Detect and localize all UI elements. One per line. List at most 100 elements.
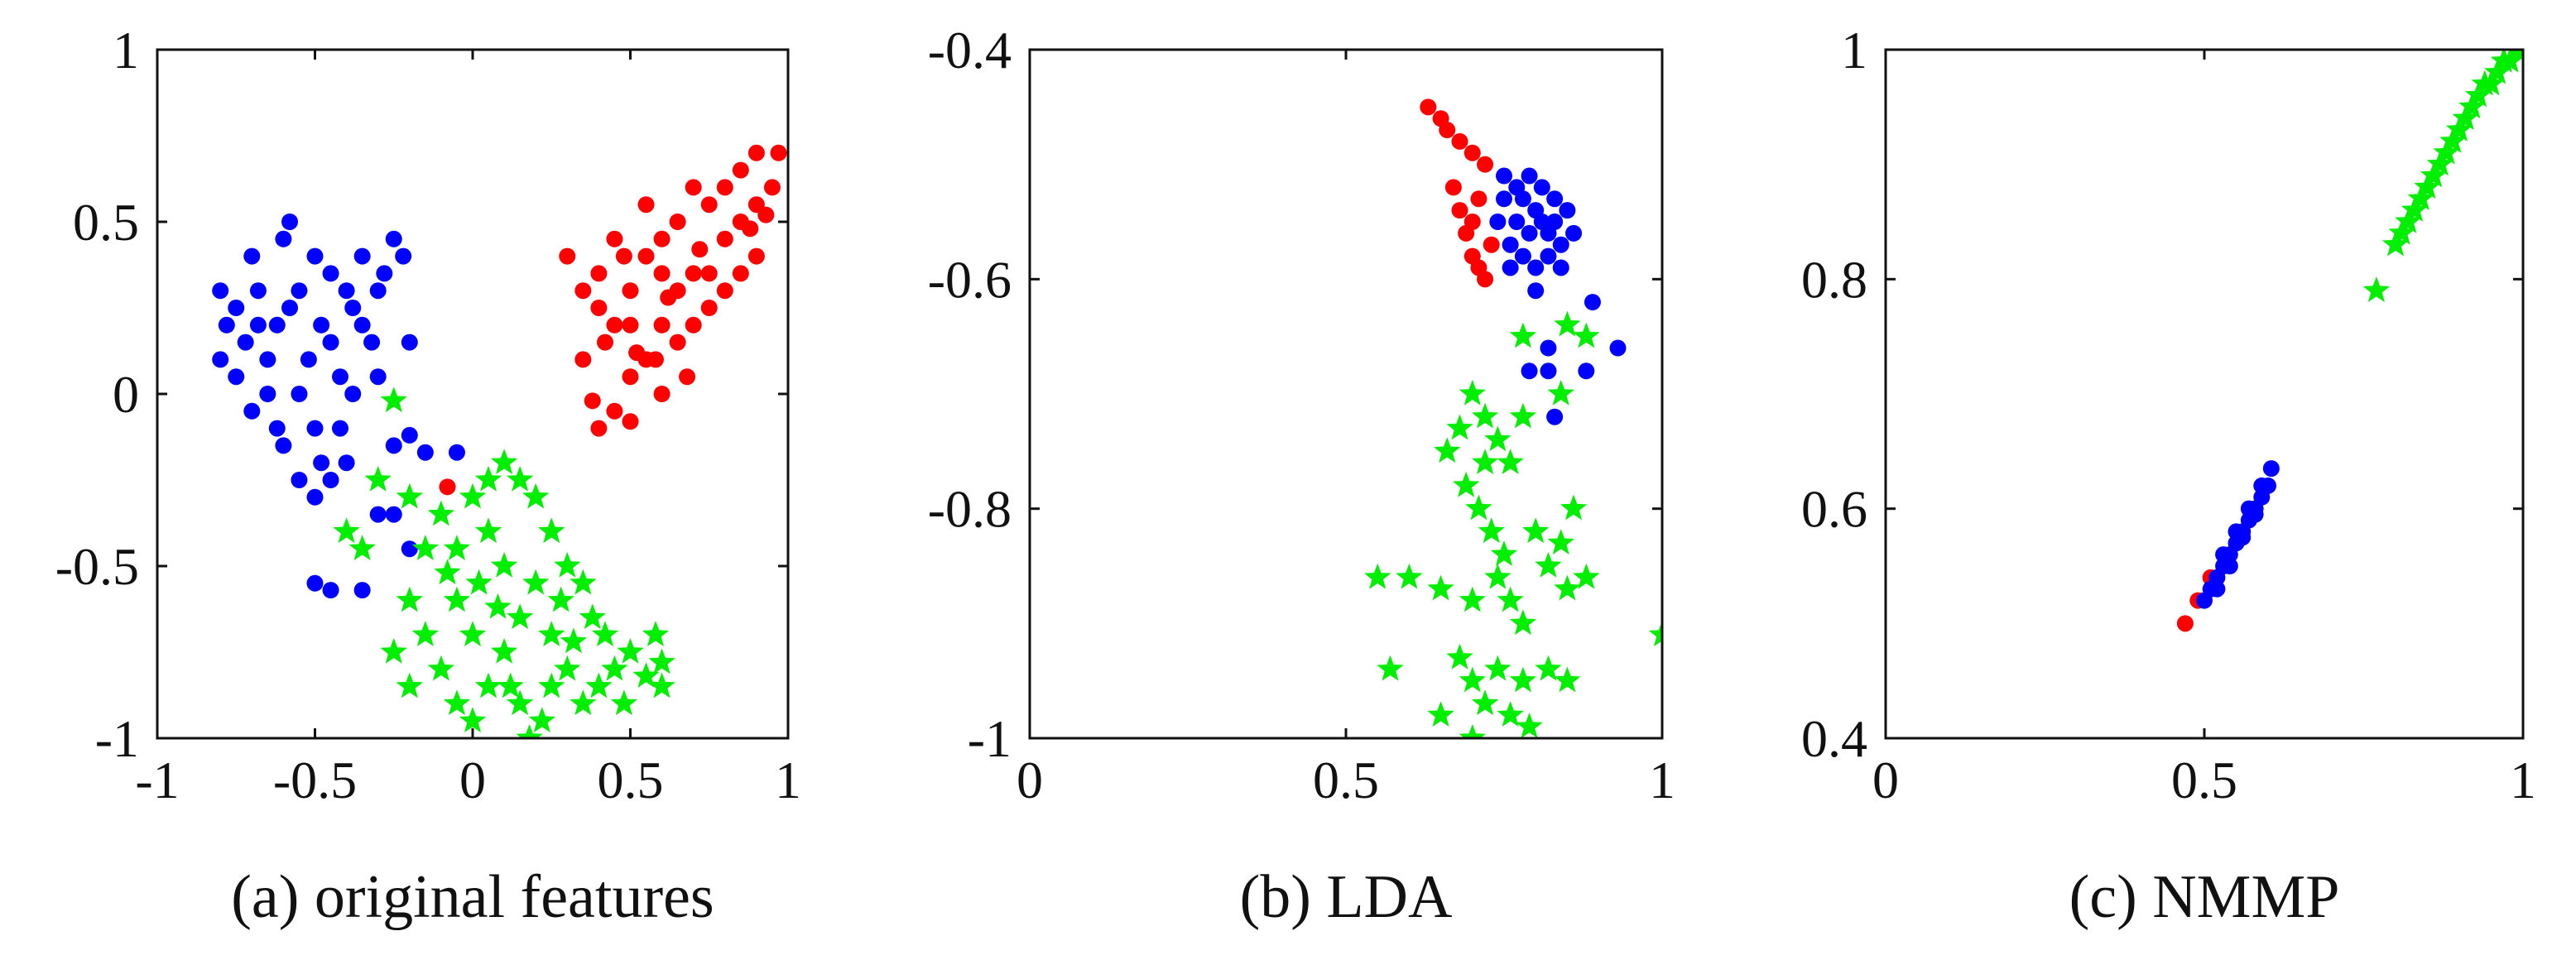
data-point-star bbox=[333, 517, 360, 544]
data-point-dot bbox=[691, 241, 709, 258]
data-point-star bbox=[1509, 322, 1537, 348]
series-0 bbox=[439, 144, 787, 496]
data-point-star bbox=[554, 655, 581, 681]
data-point-dot bbox=[259, 351, 276, 368]
data-point-star bbox=[490, 638, 518, 664]
data-point-star bbox=[2407, 185, 2434, 211]
data-point-dot bbox=[1496, 167, 1512, 185]
data-point-dot bbox=[275, 230, 292, 247]
data-point-dot bbox=[2253, 477, 2271, 494]
data-point-star bbox=[2433, 138, 2460, 165]
series-2 bbox=[333, 386, 675, 738]
x-tick-label: 0 bbox=[1872, 751, 1899, 809]
data-point-dot bbox=[646, 351, 664, 368]
data-point-dot bbox=[281, 300, 299, 316]
data-point-dot bbox=[268, 420, 286, 437]
data-point-star bbox=[1547, 529, 1574, 555]
data-point-dot bbox=[1565, 224, 1583, 242]
data-point-star bbox=[1497, 701, 1524, 727]
data-point-star bbox=[1364, 563, 1391, 589]
data-point-dot bbox=[228, 368, 245, 386]
y-tick-label: 0.4 bbox=[1801, 709, 1867, 768]
data-point-star bbox=[2381, 230, 2410, 257]
y-tick-label: -0.6 bbox=[928, 250, 1012, 309]
data-point-dot bbox=[700, 196, 718, 214]
data-point-star bbox=[1509, 402, 1537, 429]
panel-caption: (b) LDA bbox=[1240, 863, 1453, 931]
data-point-star bbox=[1427, 701, 1454, 727]
data-point-dot bbox=[1477, 156, 1494, 173]
data-point-dot bbox=[1514, 190, 1531, 208]
data-point-dot bbox=[653, 386, 670, 402]
data-point-star bbox=[547, 586, 574, 612]
data-point-star bbox=[443, 689, 471, 716]
data-point-dot bbox=[1508, 214, 1526, 230]
data-point-dot bbox=[1540, 339, 1557, 357]
data-point-star bbox=[2414, 173, 2441, 199]
data-point-dot bbox=[1502, 259, 1519, 276]
data-point-dot bbox=[590, 265, 608, 282]
data-point-star bbox=[554, 552, 581, 578]
data-point-dot bbox=[1527, 259, 1545, 276]
data-point-dot bbox=[1477, 271, 1494, 288]
data-point-dot bbox=[353, 247, 371, 265]
data-point-dot bbox=[1463, 144, 1481, 161]
data-point-dot bbox=[1552, 236, 1569, 253]
data-point-dot bbox=[313, 316, 330, 334]
data-point-dot bbox=[344, 386, 362, 402]
data-point-star bbox=[538, 672, 565, 698]
y-tick-label: 1 bbox=[113, 21, 139, 79]
data-point-star bbox=[648, 648, 675, 674]
data-point-dot bbox=[2228, 523, 2245, 540]
data-point-dot bbox=[369, 506, 387, 523]
data-point-dot bbox=[653, 230, 670, 247]
data-point-dot bbox=[243, 247, 261, 265]
data-point-dot bbox=[331, 420, 348, 437]
data-point-dot bbox=[1420, 98, 1437, 116]
data-point-dot bbox=[770, 144, 787, 161]
data-point-star bbox=[465, 569, 493, 595]
data-point-star bbox=[2458, 93, 2486, 119]
data-point-star bbox=[1446, 414, 1473, 440]
data-point-star bbox=[538, 621, 565, 646]
data-point-dot bbox=[1533, 179, 1550, 196]
data-point-star bbox=[1497, 586, 1524, 612]
data-point-dot bbox=[1470, 190, 1487, 208]
data-point-star bbox=[484, 593, 512, 619]
data-point-star bbox=[1509, 609, 1537, 636]
data-point-dot bbox=[1489, 214, 1507, 230]
data-point-star bbox=[506, 466, 534, 492]
data-point-dot bbox=[237, 334, 254, 351]
data-point-star bbox=[1522, 517, 1550, 544]
data-point-dot bbox=[1552, 259, 1569, 276]
data-point-star bbox=[1560, 494, 1588, 521]
data-point-dot bbox=[338, 454, 355, 472]
data-point-dot bbox=[212, 351, 229, 368]
data-point-star bbox=[2452, 104, 2479, 130]
data-point-dot bbox=[281, 214, 299, 230]
data-point-star bbox=[1535, 552, 1562, 578]
data-point-dot bbox=[322, 472, 339, 488]
series-1 bbox=[2196, 460, 2280, 609]
data-point-star bbox=[2395, 208, 2422, 233]
y-tick-label: -1 bbox=[968, 709, 1012, 768]
data-point-star bbox=[490, 449, 518, 474]
data-point-dot bbox=[1527, 202, 1545, 219]
data-point-dot bbox=[313, 454, 330, 472]
data-point-star bbox=[601, 655, 628, 681]
data-point-dot bbox=[369, 368, 387, 386]
data-point-dot bbox=[249, 316, 267, 334]
data-point-dot bbox=[597, 334, 614, 351]
data-point-dot bbox=[331, 368, 348, 386]
data-point-dot bbox=[559, 247, 576, 265]
data-point-star bbox=[2401, 196, 2429, 222]
data-point-dot bbox=[1444, 179, 1462, 196]
data-point-star bbox=[1465, 494, 1492, 521]
axes-frame bbox=[1884, 48, 2525, 740]
panel-lda: 0 0.5 1 -1 -0.8 -0.6 -0.4 (b) LDA bbox=[928, 21, 1675, 931]
data-point-dot bbox=[344, 300, 362, 316]
data-point-star bbox=[1459, 724, 1486, 738]
y-tick-label: 0.5 bbox=[73, 193, 139, 252]
data-point-star bbox=[2439, 127, 2467, 153]
series-0 bbox=[1420, 98, 1500, 288]
